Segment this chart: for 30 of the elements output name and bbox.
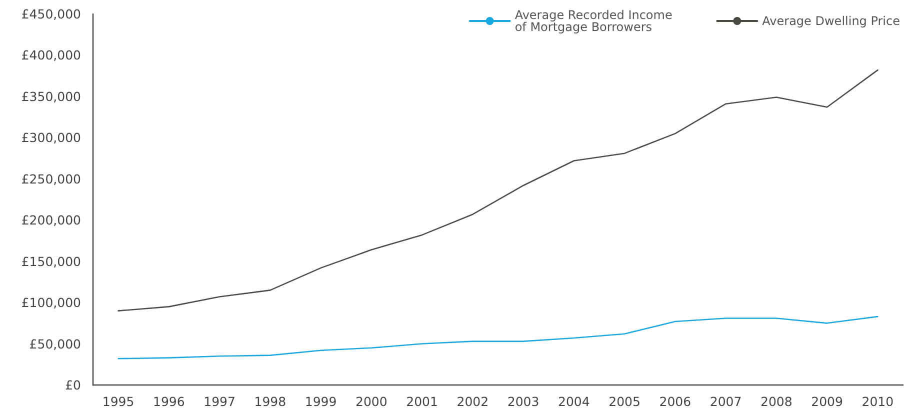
x-tick-label: 2008 [760, 394, 792, 409]
x-tick-label: 2003 [507, 394, 540, 409]
x-tick-label: 2009 [811, 394, 844, 409]
y-tick-label: £300,000 [21, 130, 82, 146]
x-tick-label: 2001 [406, 394, 438, 409]
y-tick-label: £150,000 [21, 254, 82, 269]
legend-label: Average Recorded Income of Mortgage Borrowers [514, 8, 676, 34]
line-series [118, 69, 878, 312]
legend-label: Average Dwelling Price [762, 14, 900, 28]
x-tick-label: 2010 [862, 394, 894, 409]
x-tick-label: 2000 [356, 394, 388, 409]
y-tick-label: £100,000 [21, 295, 82, 310]
x-tick-label: 2004 [558, 394, 590, 409]
x-tick-label: 1998 [254, 394, 286, 409]
y-tick-label: £400,000 [21, 48, 82, 63]
x-tick-label: 1995 [102, 394, 134, 409]
x-tick-label: 2002 [456, 394, 489, 409]
x-tick-label: 2006 [659, 394, 692, 409]
y-tick-label: £50,000 [29, 336, 82, 352]
x-tick-label: 1999 [304, 394, 337, 409]
x-tick-label: 1997 [204, 394, 236, 409]
x-tick-label: 2005 [608, 394, 640, 409]
y-tick-label: £350,000 [21, 88, 82, 104]
line-series [118, 316, 878, 360]
x-tick-label: 1996 [153, 394, 185, 409]
x-tick-label: 2007 [710, 394, 742, 409]
y-tick-label: £450,000 [21, 6, 82, 22]
y-tick-label: £0 [65, 378, 82, 392]
y-tick-label: £200,000 [21, 212, 82, 228]
y-tick-label: £250,000 [21, 171, 82, 186]
